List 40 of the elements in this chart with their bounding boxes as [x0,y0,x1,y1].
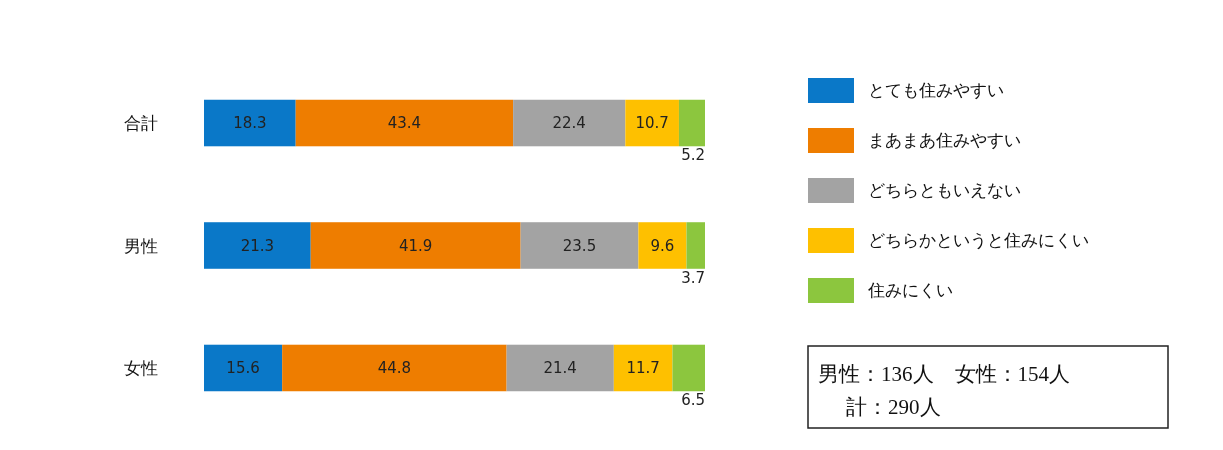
legend-label: どちらともいえない [868,180,1021,200]
data-label: 6.5 [681,391,705,410]
data-label: 3.7 [681,268,705,287]
bar [625,99,679,147]
text: 男性：136人 女性：154人 [818,362,1070,386]
y-tick-label: 男性 [124,235,158,256]
bar [295,99,514,147]
bar [686,222,705,269]
data-label: 5.2 [681,146,705,165]
data-label: 43.4 [387,114,422,133]
legend-label: とても住みやすい [868,80,1004,100]
bar [638,222,687,269]
data-label: 21.4 [543,358,577,377]
bar [513,99,626,147]
bar [204,344,283,392]
bar [204,222,311,269]
text: 計：290人 [846,395,941,419]
data-label: 23.5 [562,236,597,255]
legend-label: まあまあ住みやすい [868,130,1021,150]
bar [204,99,296,147]
legend-label: 住みにくい [867,280,953,300]
legend-label: どちらかというと住みにくい [868,230,1089,250]
bar [506,344,614,392]
bar [520,222,639,269]
bar [282,344,507,392]
data-label: 22.4 [552,114,586,133]
data-label: 18.3 [233,114,267,133]
data-label: 21.3 [240,236,275,255]
data-label: 41.9 [398,236,433,255]
bar [678,99,705,147]
data-label: 10.7 [635,114,669,133]
bar [310,222,521,269]
y-tick-label: 女性 [124,357,158,378]
data-label: 44.8 [377,358,412,377]
data-label: 15.6 [226,358,260,377]
bar [672,344,705,392]
data-label: 11.7 [626,358,660,377]
bar [613,344,673,392]
data-label: 9.6 [650,236,675,255]
y-tick-label: 合計 [124,113,158,134]
